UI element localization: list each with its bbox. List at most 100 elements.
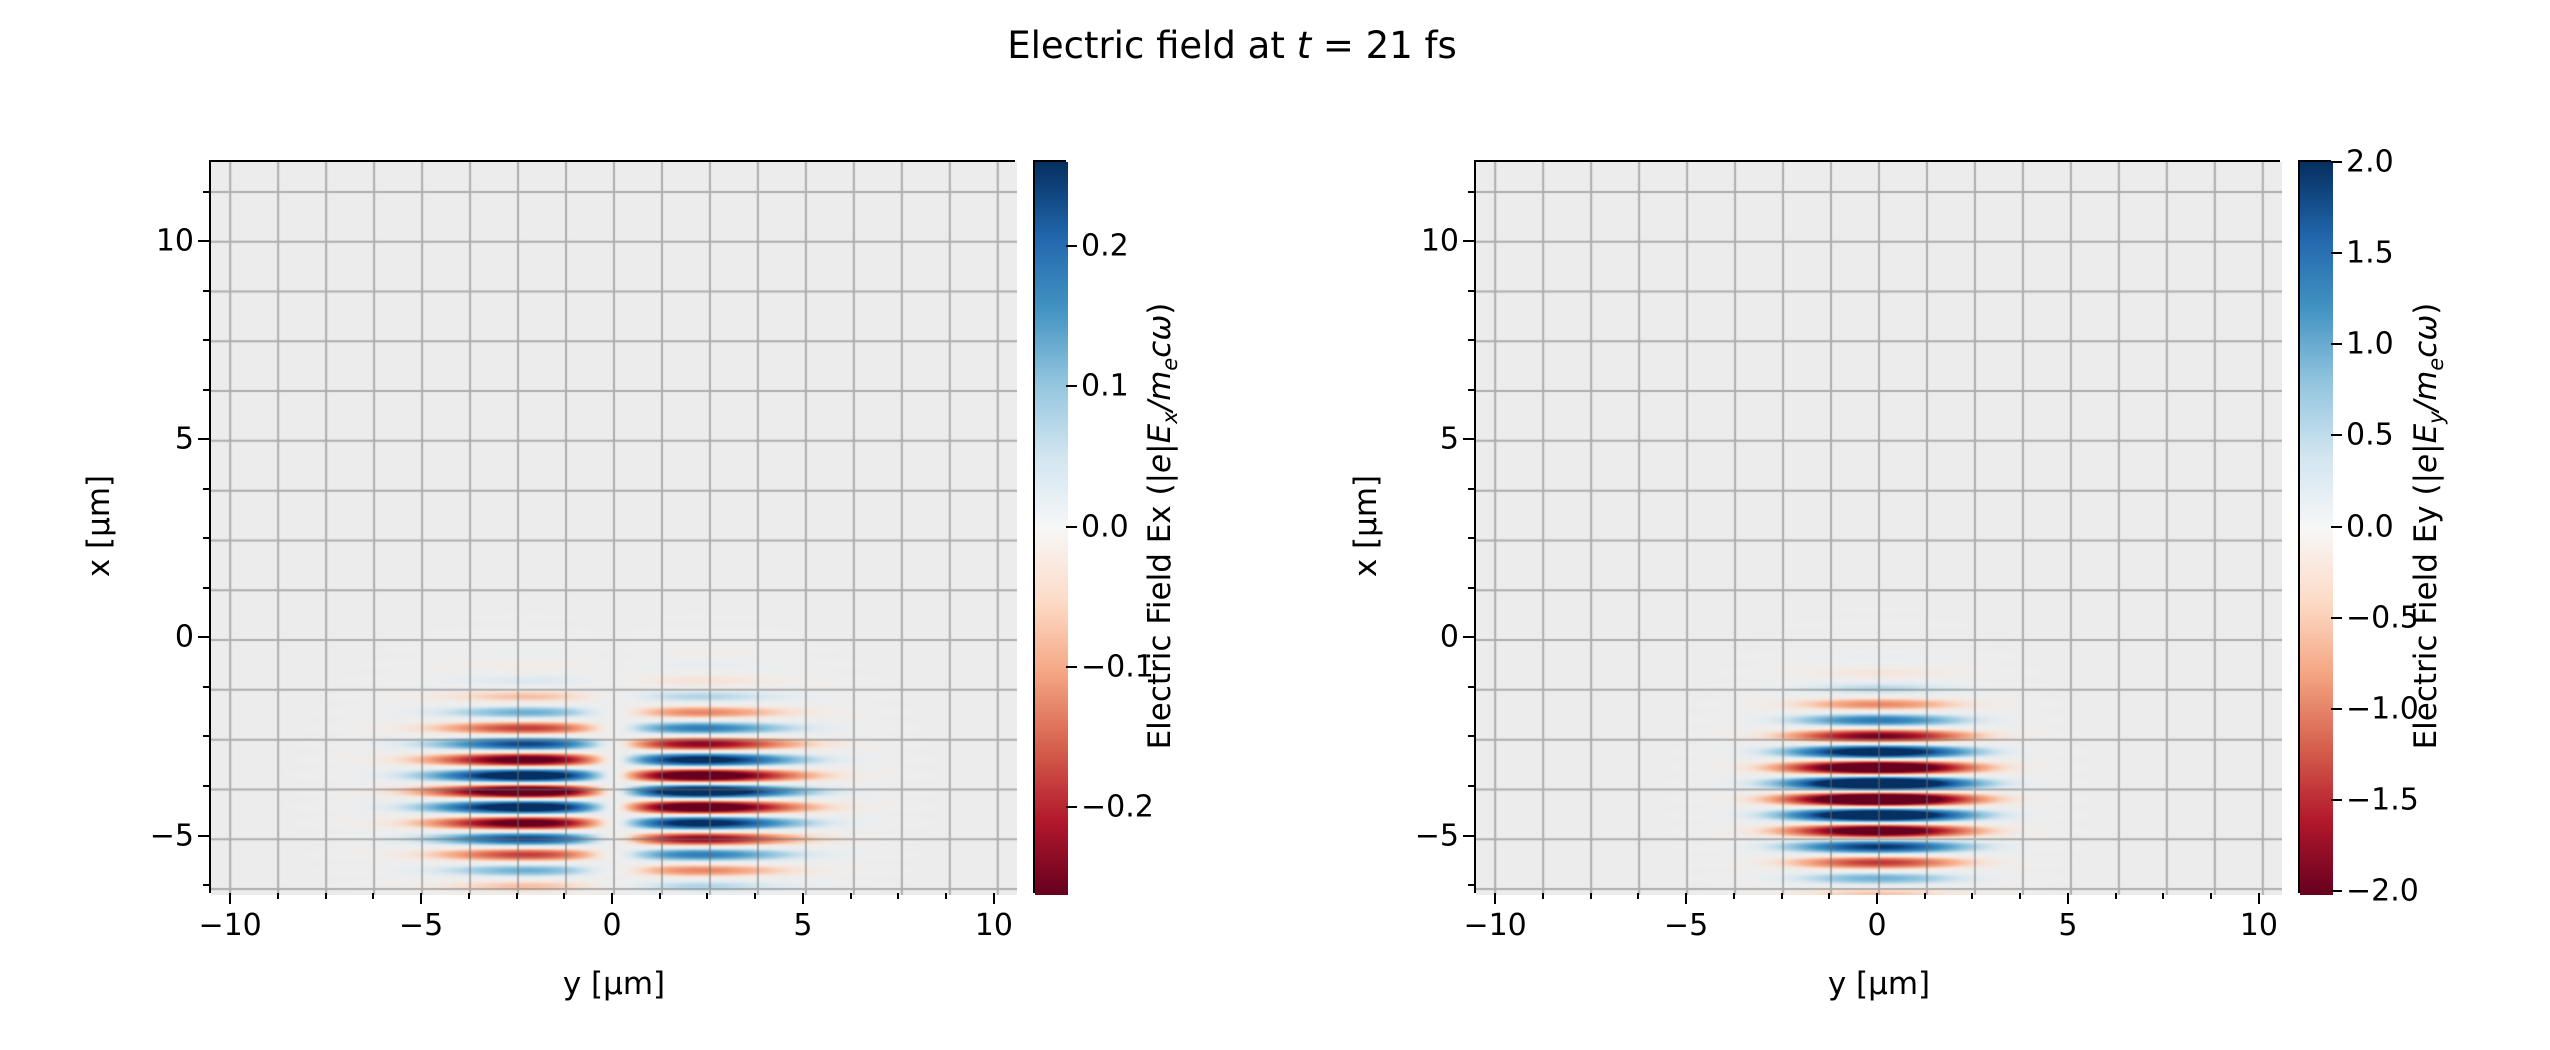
y-axis-tick [198, 240, 209, 243]
colorbar-tick-label: 1.5 [2346, 235, 2394, 271]
y-axis-minor-tick [203, 735, 209, 738]
colorbar-tick-label: 0.1 [1081, 368, 1129, 404]
x-axis-minor-tick [2162, 893, 2165, 899]
cbar-ex-math1: |e|E [1141, 423, 1178, 484]
cbar-ey-sub2: e [2423, 357, 2449, 371]
x-axis-tick [2257, 893, 2260, 904]
y-axis-tick-label: −5 [1414, 818, 1459, 854]
colorbar-gradient-ey [2300, 162, 2333, 895]
colorbar-tick [2331, 525, 2342, 528]
y-axis-tick [1463, 438, 1474, 441]
x-axis-minor-tick [1828, 893, 1831, 899]
colorbar-tick-label: −2.0 [2346, 873, 2419, 909]
y-axis-minor-tick [203, 586, 209, 589]
y-axis-minor-tick [1468, 190, 1474, 193]
y-axis-minor-tick [203, 487, 209, 490]
x-axis-minor-tick [467, 893, 470, 899]
y-axis-minor-tick [203, 537, 209, 540]
colorbar-tick-label: 2.0 [2346, 144, 2394, 180]
colorbar-gradient-ex [1035, 162, 1068, 895]
y-axis-tick-label: 0 [1439, 619, 1459, 655]
heatmap-ex [211, 162, 1017, 895]
cbar-ey-math2: /m [2407, 370, 2444, 412]
title-text-post: = 21 fs [1311, 24, 1457, 67]
x-axis-minor-tick [897, 893, 900, 899]
x-axis-minor-tick [1589, 893, 1592, 899]
x-axis-minor-tick [1732, 893, 1735, 899]
title-var-t: t [1296, 24, 1312, 67]
x-axis-minor-tick [706, 893, 709, 899]
colorbar-tick-label: −0.2 [1081, 789, 1154, 825]
y-axis-label-ey: x [μm] [1348, 474, 1384, 578]
x-axis-minor-tick [515, 893, 518, 899]
figure-title: Electric field at t = 21 fs [1007, 24, 1457, 67]
cbar-ex-sub1: x [1157, 411, 1183, 424]
y-axis-minor-tick [1468, 289, 1474, 292]
x-axis-minor-tick [945, 893, 948, 899]
x-axis-minor-tick [754, 893, 757, 899]
x-axis-label-ex: y [μm] [562, 966, 666, 1002]
y-axis-tick-label: −5 [149, 818, 194, 854]
y-axis-tick [1463, 834, 1474, 837]
colorbar-tick [2331, 707, 2342, 710]
colorbar-tick [2331, 161, 2342, 163]
x-axis-tick-label: −10 [1463, 908, 1527, 943]
x-axis-tick-label: 10 [974, 908, 1013, 943]
colorbar-tick [1066, 385, 1077, 388]
y-axis-minor-tick [1468, 685, 1474, 688]
colorbar-tick [2331, 890, 2342, 892]
colorbar-tick [1066, 525, 1077, 528]
colorbar-tick [1066, 245, 1077, 248]
y-axis-tick-label: 10 [155, 223, 194, 259]
y-axis-minor-tick [203, 339, 209, 342]
cbar-ex-math3: cω [1141, 314, 1178, 358]
x-axis-tick-label: −10 [198, 908, 262, 943]
y-axis-tick [198, 834, 209, 837]
x-axis-tick [420, 893, 423, 904]
colorbar-tick-label: −0.1 [1081, 649, 1154, 685]
x-axis-tick [1494, 893, 1497, 904]
x-axis-minor-tick [1923, 893, 1926, 899]
y-axis-tick [1463, 240, 1474, 243]
cbar-ey-close: ) [2407, 302, 2444, 315]
x-axis-tick-label: 10 [2239, 908, 2278, 943]
x-axis-minor-tick [1637, 893, 1640, 899]
y-axis-minor-tick [1468, 735, 1474, 738]
y-axis-minor-tick [1468, 487, 1474, 490]
y-axis-minor-tick [1468, 785, 1474, 787]
x-axis-minor-tick [849, 893, 852, 899]
x-axis-tick [2066, 893, 2069, 904]
heatmap-ey [1476, 162, 2282, 895]
cbar-ex-math2: /m [1141, 370, 1178, 412]
colorbar-tick [2331, 798, 2342, 801]
y-axis-minor-tick [1468, 388, 1474, 391]
x-axis-tick [611, 893, 613, 904]
colorbar-tick [2331, 434, 2342, 437]
colorbar-label-ey: Electric Field Ey (|e|Ey/mecω) [2408, 303, 2448, 750]
x-axis-tick [1876, 893, 1878, 904]
colorbar-tick [1066, 665, 1077, 668]
x-axis-minor-tick [658, 893, 661, 899]
x-axis-minor-tick [324, 893, 327, 899]
colorbar-tick-label: 0.0 [2346, 509, 2394, 544]
y-axis-minor-tick [1468, 586, 1474, 589]
colorbar-tick-label: 0.2 [1081, 228, 1129, 264]
y-axis-minor-tick [1468, 537, 1474, 540]
colorbar-tick-label: −1.5 [2346, 782, 2419, 818]
y-axis-minor-tick [203, 190, 209, 193]
x-axis-minor-tick [1541, 893, 1544, 899]
colorbar-tick [1066, 805, 1077, 808]
x-axis-minor-tick [2210, 893, 2213, 899]
y-axis-minor-tick [1468, 884, 1474, 887]
colorbar-tick-label: 0.0 [1081, 509, 1129, 544]
x-axis-tick [1685, 893, 1688, 904]
cbar-ey-math3: cω [2407, 314, 2444, 358]
y-axis-minor-tick [203, 685, 209, 688]
y-axis-tick [1463, 636, 1474, 639]
colorbar-tick [2331, 343, 2342, 346]
x-axis-minor-tick [1780, 893, 1783, 899]
y-axis-minor-tick [1468, 339, 1474, 342]
x-axis-minor-tick [276, 893, 279, 899]
y-axis-tick-label: 5 [174, 421, 194, 457]
